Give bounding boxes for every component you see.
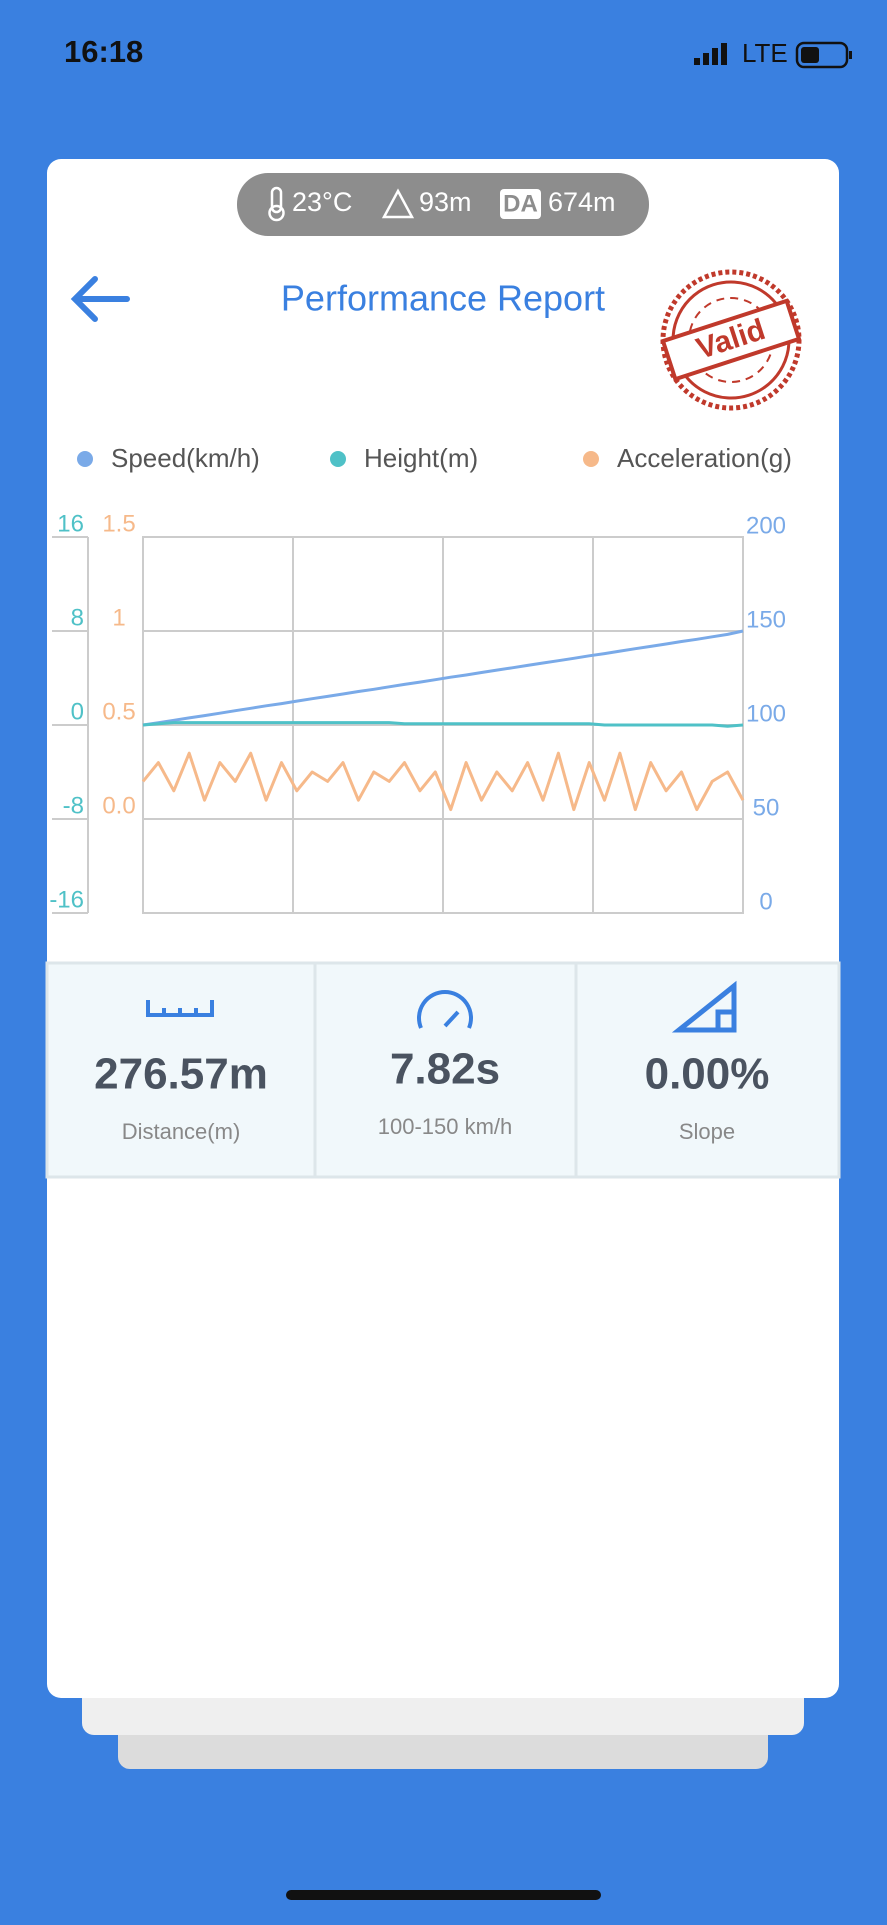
mountain-icon [381,188,415,219]
card [47,159,839,1698]
stat-label: Slope [679,1119,735,1144]
legend-marker [330,451,346,467]
y2-tick-label: 50 [753,794,780,821]
stat-value: 0.00% [645,1050,770,1099]
battery-icon [795,41,852,69]
signal-icon [694,43,727,65]
series-line [141,751,745,812]
status-network: LTE [742,38,788,68]
conditions-pill [237,173,649,236]
legend-label: Acceleration(g) [617,443,792,473]
y3-tick-label: 0.0 [102,792,135,819]
density-altitude: 674m [548,187,616,217]
y-tick-label: 16 [57,510,84,537]
stats-panel [45,961,841,1179]
status-time: 16:18 [64,34,143,69]
temperature: 23°C [292,187,352,217]
legend-marker [583,451,599,467]
da-label: DA [503,190,538,217]
altitude: 93m [419,187,472,217]
legend-label: Speed(km/h) [111,443,260,473]
stat-label: 100-150 km/h [378,1114,513,1139]
y-tick-label: -16 [49,886,84,913]
series-line [142,721,744,728]
y2-tick-label: 100 [746,700,786,727]
stat-label: Distance(m) [122,1119,241,1144]
legend-marker [77,451,93,467]
y3-tick-label: 1.5 [102,510,135,537]
stat-value: 7.82s [390,1045,500,1094]
da-badge [500,189,541,219]
y2-tick-label: 200 [746,512,786,539]
chart: 0 50 100 150 200 -16 -8 0 8 16 0.0 0.5 1 1.5 Speed(km/… [49,443,792,915]
y3-tick-label: 0.5 [102,698,135,725]
thermometer-icon [268,186,285,222]
speedometer-icon [417,990,473,1029]
page-title: Performance Report [281,278,605,319]
y2-tick-label: 150 [746,606,786,633]
stat-value: 276.57m [94,1050,268,1099]
y3-tick-label: 1 [112,604,125,631]
series-line [142,629,744,727]
legend-label: Height(m) [364,443,478,473]
y-tick-label: -8 [63,792,84,819]
y-tick-label: 8 [71,604,84,631]
slope-icon [671,980,737,1033]
home-indicator [286,1890,601,1900]
back-button[interactable] [70,276,130,322]
ruler-icon [146,1000,214,1017]
valid-stamp: Valid [660,269,802,411]
y2-tick-label: 0 [759,888,772,915]
y-tick-label: 0 [71,698,84,725]
